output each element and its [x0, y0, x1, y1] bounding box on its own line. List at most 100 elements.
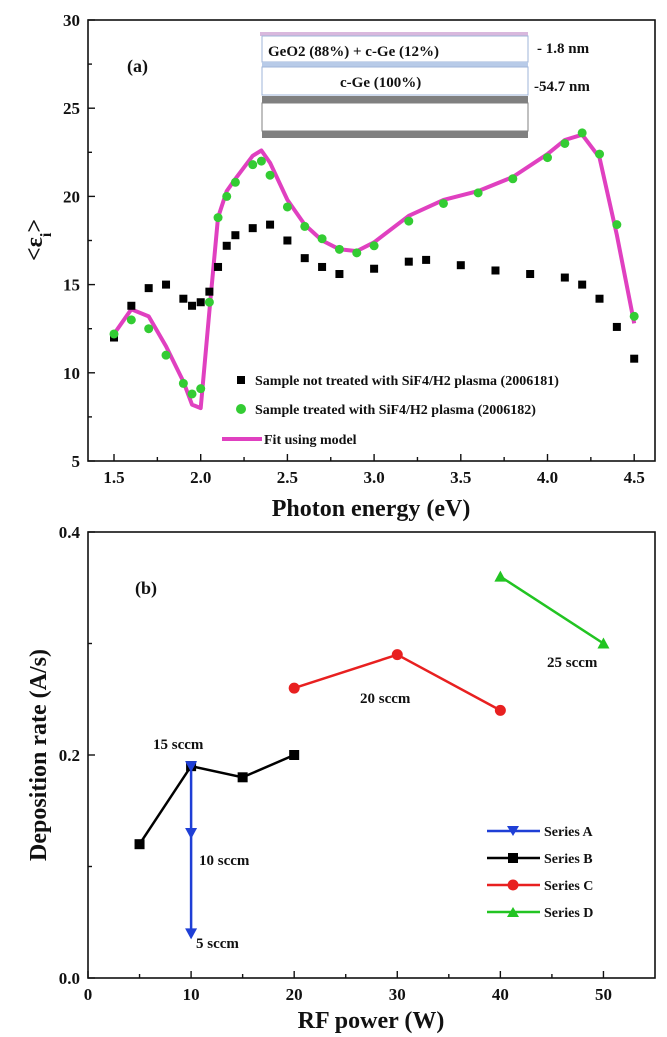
panel-a-x-tick-labels: 1.5 2.0 2.5 3.0 3.5 4.0 4.5 — [103, 468, 644, 487]
inset-substrate-top-bar — [262, 96, 528, 103]
inset-substrate-bottom-bar — [262, 131, 528, 138]
panel-b-y-axis-label: Deposition rate (A/s) — [26, 649, 52, 861]
x-tick-label: 4.0 — [537, 468, 558, 487]
point-untreated — [188, 301, 197, 310]
inset-layer-1-thickness: - 1.8 nm — [537, 41, 590, 57]
point-treated — [560, 138, 570, 148]
annotation-10-sccm: 10 sccm — [199, 853, 250, 869]
point-series-c — [288, 682, 300, 694]
point-treated — [282, 202, 292, 212]
panel-b: 0 10 20 30 40 50 0.0 0.2 0.4 (b) 15 sccm 10 scc… — [26, 523, 656, 1034]
inset-layer-2-label: c-Ge (100%) — [340, 75, 421, 91]
point-treated — [612, 220, 622, 230]
point-treated — [438, 198, 448, 208]
inset-substrate-box — [261, 102, 529, 132]
x-tick-label: 0 — [84, 985, 93, 1004]
legend-b-label-series-c: Series C — [544, 879, 593, 894]
point-series-d — [597, 637, 610, 649]
x-tick-label: 1.5 — [103, 468, 124, 487]
legend-a-marker-treated — [236, 404, 246, 414]
y-tick-label: 25 — [63, 99, 80, 118]
point-treated — [317, 234, 327, 244]
legend-b-label-series-b: Series B — [544, 852, 593, 867]
x-tick-label: 10 — [183, 985, 200, 1004]
legend-b-label-series-a: Series A — [544, 825, 593, 840]
point-treated — [109, 329, 119, 339]
point-series-c — [494, 704, 506, 716]
panel-b-label: (b) — [135, 578, 157, 599]
panel-b-legend: Series A Series B Series C Series D — [487, 825, 593, 921]
point-series-c — [391, 649, 403, 661]
point-untreated — [404, 257, 413, 266]
point-series-a — [185, 828, 198, 840]
legend-b-marker-series-c — [507, 879, 519, 891]
point-treated — [334, 244, 344, 254]
point-untreated — [335, 270, 344, 279]
panel-a-legend: Sample not treated with SiF4/H2 plasma (… — [222, 374, 559, 448]
panel-a-label: (a) — [127, 56, 148, 77]
point-untreated — [456, 261, 465, 270]
y-tick-label: 0.4 — [59, 523, 81, 542]
x-tick-label: 50 — [595, 985, 612, 1004]
point-treated — [213, 213, 223, 223]
point-treated — [187, 389, 197, 399]
annotation-20-sccm: 20 sccm — [360, 691, 411, 707]
point-treated — [473, 188, 483, 198]
point-untreated — [196, 298, 205, 307]
point-treated — [126, 315, 136, 325]
point-untreated — [222, 241, 231, 250]
point-series-a — [185, 761, 198, 773]
panel-b-series — [134, 570, 610, 940]
point-untreated — [214, 262, 223, 271]
legend-a-label-untreated: Sample not treated with SiF4/H2 plasma (… — [255, 374, 559, 389]
inset-second-layer-box — [261, 66, 529, 96]
legend-a-marker-untreated — [237, 376, 245, 384]
y-tick-label: 30 — [63, 11, 80, 30]
point-treated — [248, 160, 258, 170]
series-fit-line — [112, 132, 637, 411]
point-untreated — [144, 284, 153, 293]
legend-a-label-treated: Sample treated with SiF4/H2 plasma (2006… — [255, 403, 536, 418]
x-tick-label: 4.5 — [624, 468, 645, 487]
legend-b-marker-series-b — [508, 853, 518, 863]
point-untreated — [491, 266, 500, 275]
x-tick-label: 2.0 — [190, 468, 211, 487]
point-treated — [542, 153, 552, 163]
annotation-15-sccm: 15 sccm — [153, 737, 204, 753]
legend-b-label-series-d: Series D — [544, 906, 593, 921]
x-tick-label: 3.5 — [450, 468, 471, 487]
x-tick-label: 40 — [492, 985, 509, 1004]
point-treated — [204, 297, 214, 307]
panel-a-series — [109, 128, 639, 411]
panel-a-ticks — [88, 19, 635, 462]
point-series-b — [237, 772, 248, 783]
point-untreated — [578, 280, 587, 289]
point-untreated — [595, 294, 604, 303]
panel-a-x-axis-label: Photon energy (eV) — [272, 496, 471, 522]
y-tick-label: 0.2 — [59, 746, 80, 765]
y-tick-label: 5 — [72, 452, 81, 471]
point-treated — [265, 170, 275, 180]
point-treated — [577, 128, 587, 138]
x-tick-label: 20 — [286, 985, 303, 1004]
point-untreated — [560, 273, 569, 282]
x-tick-label: 30 — [389, 985, 406, 1004]
point-treated — [404, 216, 414, 226]
panel-b-x-tick-labels: 0 10 20 30 40 50 — [84, 985, 612, 1004]
series-line-series-b — [138, 753, 295, 845]
point-untreated — [179, 294, 188, 303]
point-treated — [508, 174, 518, 184]
point-series-a — [185, 928, 198, 940]
panel-a-y-tick-labels: 5 10 15 20 25 30 — [63, 11, 80, 471]
inset-separator-bar — [262, 62, 528, 67]
point-untreated — [162, 280, 171, 289]
point-treated — [161, 350, 171, 360]
point-treated — [178, 378, 188, 388]
inset-layer-1-label: GeO2 (88%) + c-Ge (12%) — [268, 44, 439, 60]
series-line-series-d — [499, 575, 605, 645]
point-untreated — [422, 255, 431, 264]
point-treated — [222, 191, 232, 201]
point-treated — [144, 324, 154, 334]
y-tick-label: 20 — [63, 187, 80, 206]
